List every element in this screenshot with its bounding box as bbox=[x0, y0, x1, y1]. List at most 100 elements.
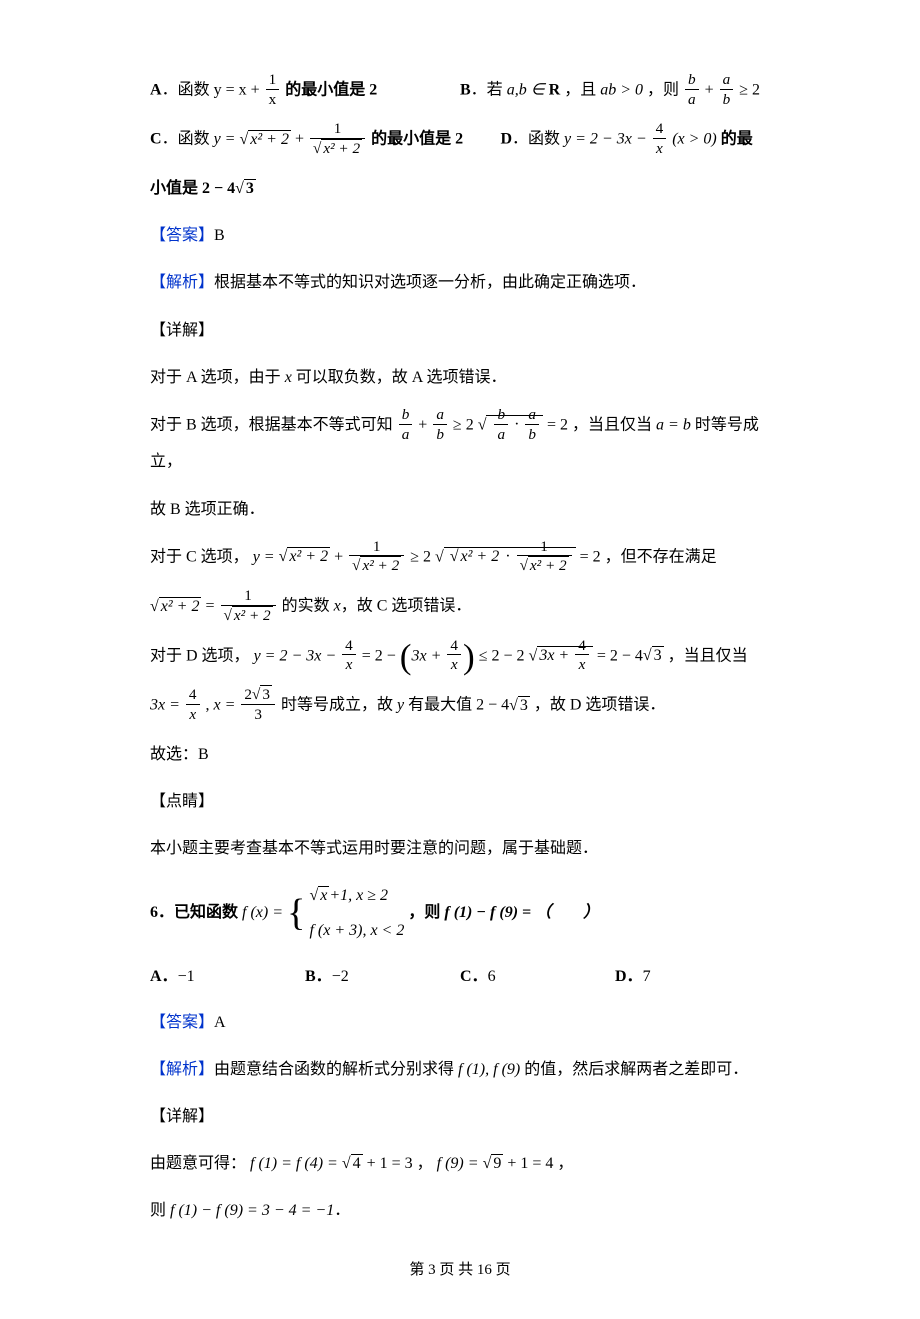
pD-rfd: x bbox=[575, 655, 589, 675]
pC2-lhs: x² + 2 bbox=[159, 597, 202, 615]
pB-f2n: a bbox=[433, 407, 447, 425]
opt-a-expr-pre: y = x + bbox=[214, 81, 264, 98]
pB-f1d: a bbox=[399, 425, 413, 445]
pD2-yv: y bbox=[397, 697, 404, 714]
pD2-post: ，故 D 选项错误． bbox=[534, 697, 666, 714]
opt-b-cond: a,b ∈ bbox=[507, 81, 549, 98]
pC-r1: x² + 2 bbox=[287, 547, 330, 565]
opt-c-post: 的最小值是 2 bbox=[371, 131, 463, 148]
q6-stem-mid: ，则 bbox=[408, 904, 444, 921]
pB-dot: · bbox=[510, 416, 523, 433]
conclude: 故选：B bbox=[150, 737, 770, 772]
pD-par-fd: x bbox=[447, 655, 461, 675]
q6-exp-pre: 由题意结合函数的解析式分别求得 bbox=[214, 1061, 458, 1078]
opt-d-y: y = 2 − 3x − bbox=[564, 131, 651, 148]
q6-optC-label: C． bbox=[460, 968, 488, 985]
opt-c-y: y = bbox=[214, 131, 240, 148]
pD2-mid2: 有最大值 2 − 4 bbox=[408, 697, 509, 714]
q6-optB-label: B． bbox=[305, 968, 332, 985]
answer-value: B bbox=[214, 227, 225, 244]
q6-case2: f (x + 3), x < 2 bbox=[309, 922, 404, 939]
opt-b-cond2: ab > 0 bbox=[600, 81, 643, 98]
pC-dot: · bbox=[501, 548, 514, 565]
pB-mid: ，当且仅当 bbox=[572, 416, 656, 433]
opt-c-fd: x² + 2 bbox=[321, 139, 362, 157]
opt-d-cond: (x > 0) bbox=[672, 131, 717, 148]
q6-exp-f: f (1), f (9) bbox=[458, 1061, 520, 1078]
footer-c: 页 bbox=[492, 1262, 511, 1278]
q6-p1-r2: 9 bbox=[491, 1154, 503, 1172]
pB-plus: + bbox=[418, 416, 431, 433]
pD2-mid: 时等号成立，故 bbox=[281, 697, 397, 714]
opt-b-ge: ≥ 2 bbox=[739, 81, 760, 98]
pC-ge: ≥ 2 bbox=[410, 548, 431, 565]
opt-d-post: 的最 bbox=[721, 131, 753, 148]
pD-ra: 3x + bbox=[539, 647, 573, 664]
q6-optA-val: −1 bbox=[178, 968, 195, 985]
pC2-x: x bbox=[334, 598, 341, 615]
pD2-r: 3 bbox=[518, 696, 530, 714]
pB-pre: 对于 B 选项，根据基本不等式可知 bbox=[150, 416, 397, 433]
q6-case1: +1, x ≥ 2 bbox=[329, 887, 388, 904]
q6-p1-pre: 由题意可得： bbox=[150, 1155, 246, 1172]
pD-pre: 对于 D 选项， bbox=[150, 647, 250, 664]
q6-p2-pre: 则 bbox=[150, 1202, 170, 1219]
q6-exp-post: 的值，然后求解两者之差即可． bbox=[520, 1061, 748, 1078]
opt-b-label: B bbox=[460, 81, 471, 98]
opt-b-pre: ．若 bbox=[471, 81, 507, 98]
pB-f2d: b bbox=[433, 425, 447, 445]
pC-infd: x² + 2 bbox=[528, 556, 569, 574]
q6-answer-label: 【答案】 bbox=[150, 1014, 214, 1031]
opt-d-rad: 3 bbox=[244, 179, 256, 197]
answer-label: 【答案】 bbox=[150, 227, 214, 244]
point-label: 【点睛】 bbox=[150, 784, 770, 819]
opt-c-fn: 1 bbox=[310, 121, 365, 139]
pD-f1d: x bbox=[342, 655, 356, 675]
pB-ge: ≥ 2 bbox=[453, 416, 474, 433]
opt-d-pre: ．函数 bbox=[512, 131, 564, 148]
pA-post: 可以取负数，故 A 选项错误． bbox=[292, 369, 507, 386]
q6-p1-mid1: + 1 = 3 bbox=[363, 1155, 413, 1172]
pD2-f1d: x bbox=[186, 705, 200, 725]
opt-d-fn: 4 bbox=[653, 121, 667, 139]
exp-text: 根据基本不等式的知识对选项逐一分析，由此确定正确选项． bbox=[214, 274, 646, 291]
q6-stem-pre: ．已知函数 bbox=[158, 904, 242, 921]
pD2-a: 3x = bbox=[150, 697, 184, 714]
pB-cond: a = b bbox=[656, 416, 691, 433]
pD-post: ，当且仅当 bbox=[668, 647, 748, 664]
pD-rfn: 4 bbox=[575, 638, 589, 656]
opt-b-f1d: a bbox=[685, 90, 699, 110]
pD-eq1: = 2 − bbox=[362, 647, 400, 664]
opt-b-plus: + bbox=[705, 81, 718, 98]
pB-r2d: b bbox=[525, 425, 539, 445]
pD-par-fn: 4 bbox=[447, 638, 461, 656]
pB-rd: a bbox=[494, 425, 508, 445]
pC2-rd: x² + 2 bbox=[232, 606, 273, 624]
pC2-mid: 的实数 bbox=[282, 598, 334, 615]
pC-y: y = bbox=[253, 548, 279, 565]
pA-x: x bbox=[285, 369, 292, 386]
q6-optB-val: −2 bbox=[332, 968, 349, 985]
opt-c-rad1: x² + 2 bbox=[248, 130, 291, 148]
pD-y: y = 2 − 3x − bbox=[254, 647, 341, 664]
q6-optD-val: 7 bbox=[643, 968, 651, 985]
pB-f1n: b bbox=[399, 407, 413, 425]
opt-c-pre: ．函数 bbox=[162, 131, 214, 148]
exp-label: 【解析】 bbox=[150, 274, 214, 291]
pD-eq2: = 2 − 4 bbox=[597, 647, 643, 664]
pC2-rn: 1 bbox=[221, 588, 276, 606]
opt-d-cont: 小值是 2 − 4 bbox=[150, 180, 235, 197]
pB-r2n: a bbox=[525, 407, 539, 425]
q6-ask: f (1) − f (9) = （ ） bbox=[444, 904, 599, 921]
pB-eq: = 2 bbox=[547, 416, 568, 433]
pD-par-a: 3x + bbox=[412, 647, 446, 664]
opt-b-f2n: a bbox=[720, 72, 734, 90]
pB-rn: b bbox=[494, 407, 508, 425]
q6-case1-rad: x bbox=[318, 886, 329, 904]
pC2-post: ，故 C 选项错误． bbox=[341, 598, 472, 615]
q6-p2-a: f (1) − f (9) = 3 − 4 = −1 bbox=[170, 1202, 334, 1219]
pB2: 故 B 选项正确． bbox=[150, 492, 770, 527]
q6-p1-b: f (9) = bbox=[437, 1155, 483, 1172]
opt-c-plus: + bbox=[295, 131, 308, 148]
pC-inr: x² + 2 bbox=[459, 547, 502, 565]
